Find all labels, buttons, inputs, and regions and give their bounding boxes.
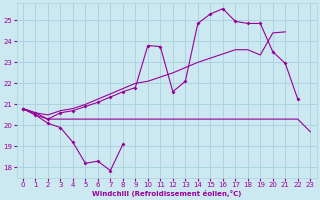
X-axis label: Windchill (Refroidissement éolien,°C): Windchill (Refroidissement éolien,°C): [92, 190, 241, 197]
